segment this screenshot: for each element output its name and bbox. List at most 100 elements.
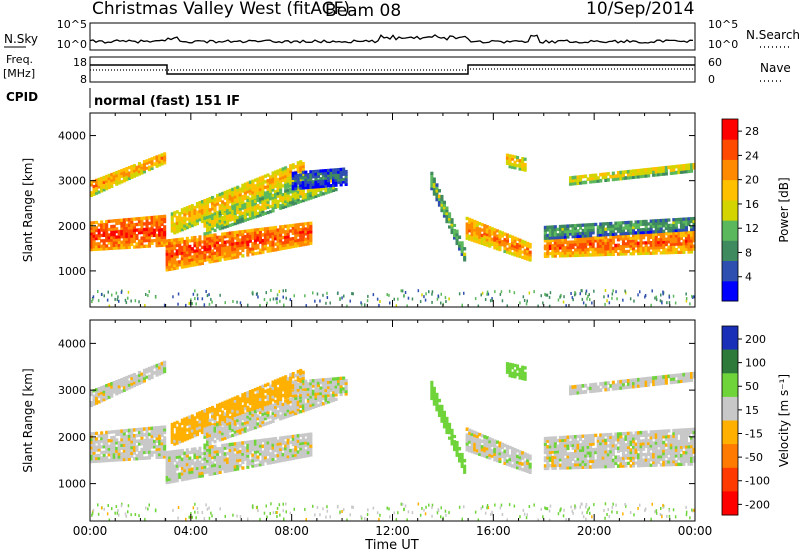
colorbar-tick-label: 50 — [745, 380, 759, 393]
colorbar-swatch — [722, 444, 738, 469]
colorbar-label: Velocity [m s⁻¹] — [777, 374, 791, 467]
nsearch-label: N.Search — [746, 28, 800, 42]
nave-label: Nave — [760, 61, 791, 75]
scatter-band — [170, 160, 305, 235]
scatter-band — [465, 216, 532, 262]
colorbar-tick-label: -100 — [745, 475, 770, 488]
scatter-band — [165, 221, 313, 272]
x-axis-label: Time UT — [364, 538, 418, 553]
y-tick-label: 4000 — [58, 130, 86, 143]
x-tick-label: 00:00 — [73, 524, 108, 538]
scatter-band — [291, 167, 348, 191]
plot-frame — [89, 319, 696, 522]
scatter-band — [90, 214, 167, 252]
colorbar-swatch — [722, 199, 738, 221]
power-colorbar: 4 8 12 16 20 24 28 Power [dB] — [721, 118, 791, 302]
x-tick-label: 16:00 — [476, 524, 511, 538]
scatter-band — [543, 216, 696, 240]
near-range-scatter — [91, 289, 695, 308]
date-label: 10/Sep/2014 — [586, 0, 694, 19]
colorbar-swatch — [722, 179, 738, 201]
scatter-band — [543, 230, 696, 258]
velocity-data — [90, 360, 696, 522]
colorbar-tick-label: 24 — [745, 149, 759, 162]
plot-frame — [89, 112, 696, 308]
velocity-axes: 1000 2000 3000 4000 Slant Range [km] — [21, 319, 696, 522]
colorbar-tick-label: 20 — [745, 174, 759, 187]
nsky-tick-top: 10^5 — [57, 18, 87, 31]
nsearch-tick-top: 10^5 — [708, 18, 738, 31]
scatter-band — [90, 152, 167, 197]
scatter-band — [90, 360, 167, 408]
scatter-band — [505, 153, 527, 172]
freq-tick-bottom: 8 — [80, 73, 87, 86]
power-axes: 1000 2000 3000 4000 Slant Range [km] — [21, 112, 696, 308]
colorbar-swatch — [722, 260, 738, 282]
colorbar-swatch — [722, 220, 738, 241]
nave-tick-top: 60 — [708, 56, 722, 69]
freq-tick-top: 18 — [73, 56, 87, 69]
colorbar-swatch — [722, 240, 738, 261]
scatter-band — [569, 371, 696, 396]
nsky-label: N.Sky — [4, 32, 38, 46]
colorbar-frame — [721, 325, 739, 516]
time-axis: 00:00 04:00 08:00 12:00 16:00 20:00 00:00 — [73, 524, 713, 538]
power-panel: 1000 2000 3000 4000 Slant Range [km] — [21, 112, 696, 308]
scatter-band — [505, 362, 527, 381]
scatter-band — [165, 432, 313, 485]
y-axis-label: Slant Range [km] — [21, 368, 35, 472]
velocity-panel: 1000 2000 3000 4000 Slant Range [km] — [21, 319, 696, 522]
colorbar-tick-label: 12 — [745, 222, 759, 235]
colorbar-swatch — [722, 467, 738, 492]
scatter-band — [90, 425, 167, 464]
x-tick-label: 04:00 — [174, 524, 209, 538]
nave-trace — [90, 68, 695, 71]
cpid-label: CPID — [6, 90, 38, 104]
y-tick-label: 2000 — [58, 220, 86, 233]
velocity-colorbar: 200 100 50 15 -15 -50 -100 -200 Velocity [m s⁻¹] — [721, 325, 791, 516]
colorbar-tick-label: 4 — [745, 271, 752, 284]
colorbar-tick-label: -200 — [745, 498, 770, 511]
colorbar-tick-label: 200 — [745, 333, 766, 346]
y-tick-label: 3000 — [58, 175, 86, 188]
colorbar-swatch — [722, 139, 738, 160]
colorbar-tick-label: 16 — [745, 198, 759, 211]
colorbar-swatch — [722, 420, 738, 445]
scatter-band — [543, 441, 696, 471]
scatter-band — [543, 427, 696, 452]
nsky-trace — [89, 34, 694, 44]
nsearch-tick-bottom: 10^0 — [708, 38, 738, 51]
scatter-band — [569, 162, 696, 186]
freq-trace — [90, 64, 695, 75]
scatter-band — [465, 427, 532, 474]
colorbar-tick-label: -50 — [745, 451, 763, 464]
colorbar-swatch — [722, 491, 738, 516]
beam-label: Beam 08 — [325, 1, 401, 21]
y-axis-label: Slant Range [km] — [21, 158, 35, 262]
colorbar-swatch — [722, 280, 738, 302]
colorbar-tick-label: 15 — [745, 404, 759, 417]
freq-label: Freq. — [6, 53, 33, 66]
nsky-panel — [89, 22, 696, 51]
scatter-band — [430, 171, 467, 262]
x-tick-label: 00:00 — [678, 524, 713, 538]
cpid-text: normal (fast) 151 IF — [94, 94, 240, 109]
scatter-band — [430, 380, 467, 474]
scatter-band — [291, 376, 348, 401]
station-title: Christmas Valley West (fitACF) — [92, 0, 350, 19]
colorbar-tick-label: 8 — [745, 246, 752, 259]
y-tick-label: 2000 — [58, 431, 86, 444]
near-range-scatter — [91, 502, 695, 522]
colorbar-swatch — [722, 349, 738, 374]
y-tick-label: 1000 — [58, 478, 86, 491]
colorbar-tick-label: 28 — [745, 125, 759, 138]
colorbar-label: Power [dB] — [777, 177, 791, 242]
x-tick-label: 20:00 — [577, 524, 612, 538]
x-tick-label: 08:00 — [274, 524, 309, 538]
colorbar-tick-label: -15 — [745, 427, 763, 440]
colorbar-swatch — [722, 396, 738, 421]
colorbar-swatch — [722, 119, 738, 140]
nave-tick-bottom: 0 — [708, 73, 715, 86]
colorbar-tick-label: 100 — [745, 357, 766, 370]
